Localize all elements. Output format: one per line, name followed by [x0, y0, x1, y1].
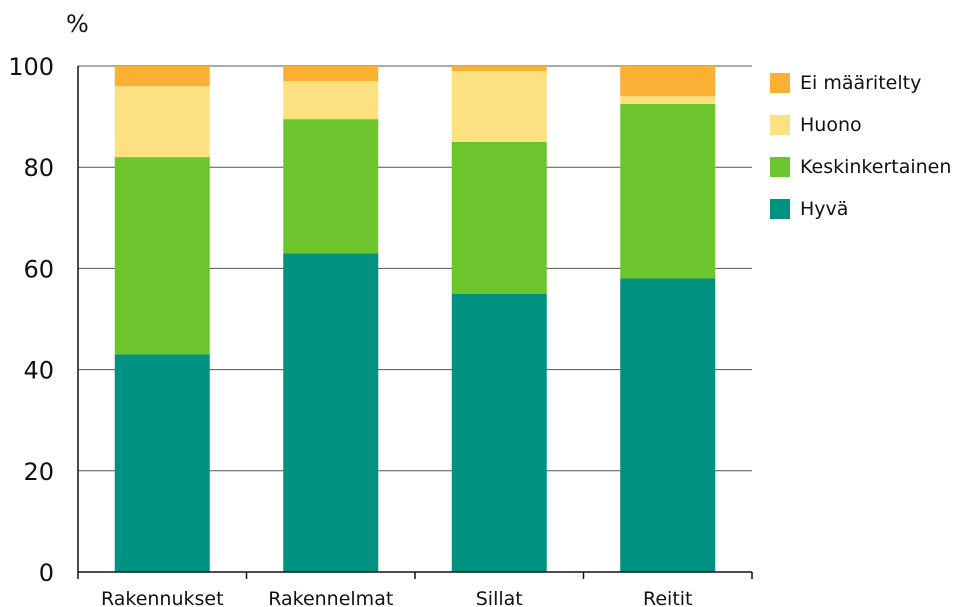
x-category-label: Reitit: [643, 588, 693, 607]
legend-swatch: [770, 115, 790, 135]
bar-segment: [620, 96, 716, 104]
bar-segment: [620, 66, 716, 97]
legend-label: Huono: [800, 114, 862, 136]
bar-segment: [283, 119, 379, 254]
bar-segment: [114, 354, 210, 572]
legend-swatch: [770, 73, 790, 93]
y-tick-label: 20: [23, 458, 54, 486]
bar-segment: [283, 66, 379, 82]
legend-item: Ei määritelty: [770, 62, 951, 104]
legend-item: Huono: [770, 104, 951, 146]
legend: Ei määritelty Huono Keskinkertainen Hyvä: [770, 62, 951, 230]
bar-segment: [620, 103, 716, 279]
legend-swatch: [770, 199, 790, 219]
x-category-label: Rakennukset: [101, 588, 224, 607]
bar-segment: [451, 293, 547, 572]
legend-label: Keskinkertainen: [800, 156, 952, 178]
axes: [77, 66, 753, 579]
bar-segment: [451, 71, 547, 142]
legend-item: Keskinkertainen: [770, 146, 951, 188]
bar-segment: [283, 253, 379, 572]
bar-segment: [114, 86, 210, 158]
bar-segment: [620, 278, 716, 572]
x-category-label: Rakennelmat: [268, 588, 393, 607]
legend-item: Hyvä: [770, 188, 951, 230]
x-category-labels: Rakennukset Rakennelmat Sillat Reitit: [101, 588, 693, 607]
legend-label: Hyvä: [800, 198, 849, 220]
y-tick-label: 0: [39, 559, 54, 587]
bar-segment: [114, 66, 210, 87]
y-tick-label: 60: [23, 255, 54, 283]
x-category-label: Sillat: [476, 588, 523, 607]
y-tick-label: 80: [23, 154, 54, 182]
bar-segment: [283, 81, 379, 120]
y-tick-label: 40: [23, 357, 54, 385]
bar-segment: [451, 141, 547, 294]
bar-segment: [114, 157, 210, 355]
legend-label: Ei määritelty: [800, 72, 922, 94]
y-tick-labels: 0 20 40 60 80 100: [8, 53, 54, 587]
y-axis-label: %: [66, 10, 89, 38]
legend-swatch: [770, 157, 790, 177]
bar-segment: [451, 66, 547, 72]
bars: [114, 66, 716, 572]
y-tick-label: 100: [8, 53, 54, 81]
